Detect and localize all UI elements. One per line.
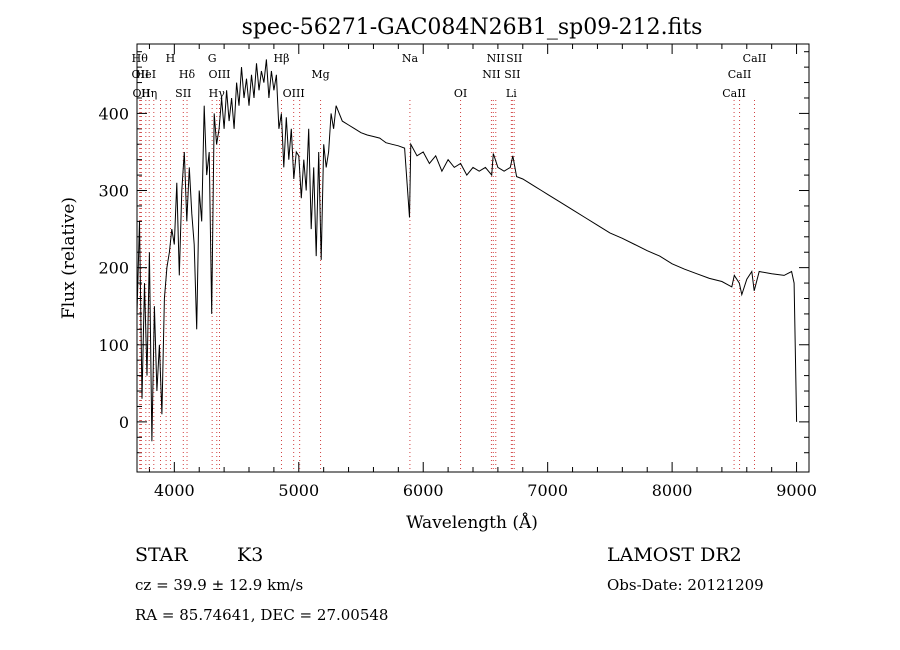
spectrum-series [136,59,798,442]
spectral-line-label: Mg [311,68,329,81]
cz-value: cz = 39.9 ± 12.9 km/s [135,576,303,594]
spectral-line-label: Li [506,87,517,100]
spectral-line-label: Hη [141,87,157,100]
spectral-line-label: CaII [722,87,746,100]
y-tick-label: 200 [98,259,129,278]
spectral-line-label: OI [454,87,467,100]
spectral-line-label: SII [504,68,520,81]
spectral-line-label: Hδ [179,68,196,81]
spectral-line-label: Hθ [132,52,149,65]
x-tick-label: 8000 [652,481,693,500]
spectral-line-label: OII [132,68,150,81]
spectral-line-label: CaII [728,68,752,81]
y-tick-label: 400 [98,104,129,123]
x-tick-label: 9000 [776,481,817,500]
spectral-line-label: G [208,52,217,65]
obs-date: Obs-Date: 20121209 [607,576,764,594]
x-tick-label: 6000 [403,481,444,500]
axis-ticks: 4000 5000 6000 7000 8000 9000 0 100 200 300 400 [98,44,817,500]
spectral-line-label: Na [402,52,419,65]
spectral-line-label: SII [506,52,522,65]
y-tick-label: 300 [98,182,129,201]
y-tick-label: 0 [119,413,129,432]
spectral-line-label: HeI [136,68,156,81]
x-tick-label: 4000 [154,481,195,500]
chart-title: spec-56271-GAC084N26B1_sp09-212.fits [242,15,703,40]
spectral-line-label: H [166,52,176,65]
x-tick-label: 7000 [527,481,568,500]
coordinates: RA = 85.74641, DEC = 27.00548 [135,606,388,624]
spectral-line-markers: HθOIIOIIHeIHηHSIIHδGHγOIIIHβOIIIMgNaOINI… [132,52,767,472]
spectral-line-label: OIII [208,68,230,81]
spectral-line-label: OIII [283,87,305,100]
y-axis-label: Flux (relative) [59,197,79,319]
spectral-line-label: CaII [743,52,767,65]
spectral-line-label: NII [487,52,505,65]
star-label: STAR [135,544,188,566]
plot-frame [136,43,810,473]
spectral-line-label: NII [482,68,500,81]
survey-label: LAMOST DR2 [607,544,742,566]
spectral-line-label: Hγ [209,87,226,100]
star-type: K3 [237,544,263,566]
spectral-line-label: OII [132,87,150,100]
x-axis-label: Wavelength (Å) [406,512,538,533]
x-tick-label: 5000 [278,481,319,500]
y-tick-label: 100 [98,336,129,355]
spectral-line-label: SII [175,87,191,100]
spectral-line-label: Hβ [274,52,290,65]
spectrum-line [136,59,798,442]
